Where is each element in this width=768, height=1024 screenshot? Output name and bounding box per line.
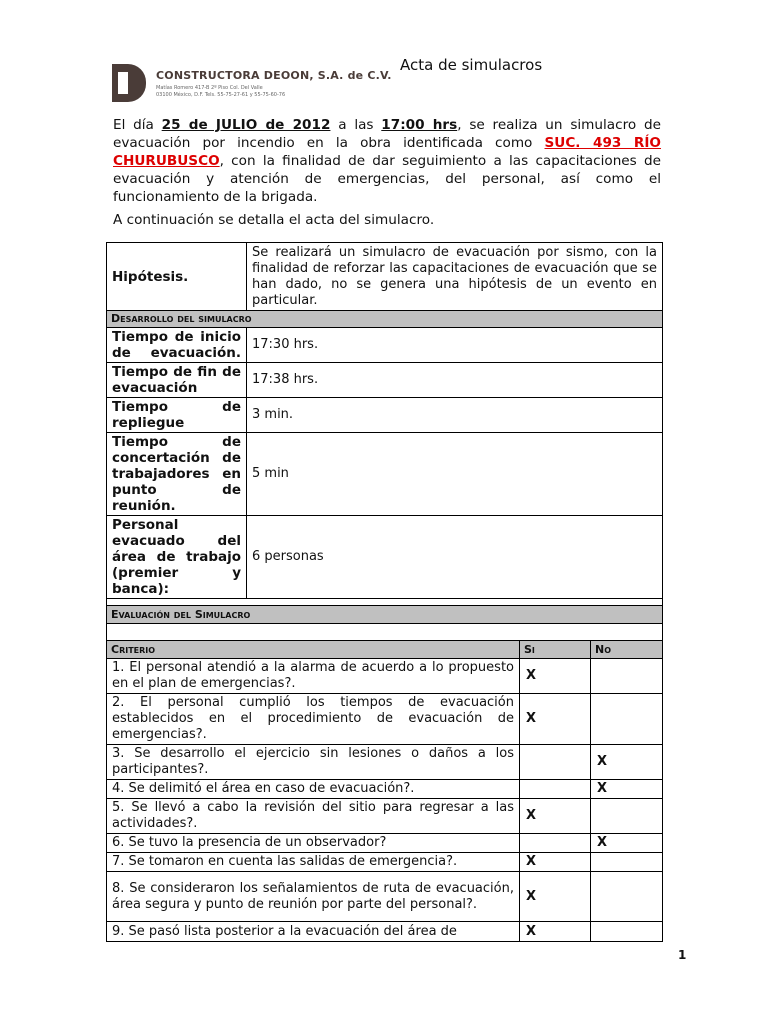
document-title: Acta de simulacros bbox=[400, 56, 543, 74]
criterion-row: 8. Se consideraron los señalamientos de … bbox=[106, 871, 663, 922]
si-mark bbox=[519, 833, 591, 853]
criterion-row: 2. El personal cumplió los tiempos de ev… bbox=[106, 693, 663, 745]
time: 17:00 hrs bbox=[381, 117, 458, 133]
row-value: 6 personas bbox=[246, 515, 663, 599]
logo-mark-icon bbox=[112, 64, 146, 102]
criterion-row: 3. Se desarrollo el ejercicio sin lesion… bbox=[106, 744, 663, 780]
page-number: 1 bbox=[678, 948, 687, 962]
no-mark: X bbox=[590, 779, 663, 799]
si-mark: X bbox=[519, 798, 591, 834]
criterion-text: 2. El personal cumplió los tiempos de ev… bbox=[106, 693, 520, 745]
section-header: Desarrollo del simulacro bbox=[106, 310, 663, 328]
no-mark bbox=[590, 852, 663, 872]
simulation-table: Hipótesis. Se realizará un simulacro de e… bbox=[106, 242, 663, 616]
row-label: Tiempo de inicio de evacuación. bbox=[106, 327, 247, 363]
section-header: Evaluación del Simulacro bbox=[106, 605, 663, 624]
row-value: 17:38 hrs. bbox=[246, 362, 663, 398]
criterion-text: 7. Se tomaron en cuenta las salidas de e… bbox=[106, 852, 520, 872]
si-mark bbox=[519, 779, 591, 799]
criterion-row: 4. Se delimitó el área en caso de evacua… bbox=[106, 779, 663, 799]
header-no: No bbox=[590, 640, 663, 659]
criterion-text: 8. Se consideraron los señalamientos de … bbox=[106, 871, 520, 922]
criterion-row: 5. Se llevó a cabo la revisión del sitio… bbox=[106, 798, 663, 834]
criterion-row: 7. Se tomaron en cuenta las salidas de e… bbox=[106, 852, 663, 872]
evaluation-table: Evaluación del Simulacro Criterio Si No 1.… bbox=[106, 605, 663, 942]
company-name: CONSTRUCTORA DEOON, S.A. de C.V. bbox=[156, 69, 392, 82]
no-mark: X bbox=[590, 744, 663, 780]
si-mark bbox=[519, 744, 591, 780]
hypothesis-text: Se realizará un simulacro de evacuación … bbox=[246, 242, 663, 311]
date: 25 de JULIO de 2012 bbox=[161, 117, 331, 133]
row-label: Personal evacuado del área de trabajo (p… bbox=[106, 515, 247, 599]
header-criterio: Criterio bbox=[106, 640, 520, 659]
no-mark bbox=[590, 658, 663, 694]
intro-paragraph: El día 25 de JULIO de 2012 a las 17:00 h… bbox=[113, 117, 661, 205]
row-value: 3 min. bbox=[246, 397, 663, 433]
no-mark bbox=[590, 693, 663, 745]
row-label: Tiempo de repliegue bbox=[106, 397, 247, 433]
criterion-text: 4. Se delimitó el área en caso de evacua… bbox=[106, 779, 520, 799]
blank-row bbox=[106, 623, 663, 641]
site-name: SUC. 493 RÍO CHURUBUSCO bbox=[113, 135, 661, 169]
criterion-text: 3. Se desarrollo el ejercicio sin lesion… bbox=[106, 744, 520, 780]
criterion-row: 9. Se pasó lista posterior a la evacuaci… bbox=[106, 921, 663, 942]
si-mark: X bbox=[519, 693, 591, 745]
criterion-text: 6. Se tuvo la presencia de un observador… bbox=[106, 833, 520, 853]
criterion-text: 9. Se pasó lista posterior a la evacuaci… bbox=[106, 921, 520, 942]
no-mark bbox=[590, 921, 663, 942]
no-mark bbox=[590, 798, 663, 834]
si-mark: X bbox=[519, 852, 591, 872]
row-value: 5 min bbox=[246, 432, 663, 516]
criterion-row: 6. Se tuvo la presencia de un observador… bbox=[106, 833, 663, 853]
header-si: Si bbox=[519, 640, 591, 659]
address-line: Matías Romero 417-B 2º Piso Col. Del Val… bbox=[156, 85, 263, 91]
address-line: 03100 México, D.F. Tels. 55-75-27-61 y 5… bbox=[156, 92, 286, 98]
no-mark: X bbox=[590, 833, 663, 853]
criterion-text: 1. El personal atendió a la alarma de ac… bbox=[106, 658, 520, 694]
company-logo: CONSTRUCTORA DEOON, S.A. de C.V. Matías … bbox=[112, 64, 391, 104]
si-mark: X bbox=[519, 871, 591, 922]
hypothesis-label: Hipótesis. bbox=[106, 242, 247, 311]
row-label: Tiempo de fin de evacuación bbox=[106, 362, 247, 398]
si-mark: X bbox=[519, 658, 591, 694]
row-label: Tiempo de concertación de trabajadores e… bbox=[106, 432, 247, 516]
company-address: Matías Romero 417-B 2º Piso Col. Del Val… bbox=[156, 85, 285, 99]
criterion-row: 1. El personal atendió a la alarma de ac… bbox=[106, 658, 663, 694]
intro-note: A continuación se detalla el acta del si… bbox=[113, 212, 435, 228]
si-mark: X bbox=[519, 921, 591, 942]
no-mark bbox=[590, 871, 663, 922]
row-value: 17:30 hrs. bbox=[246, 327, 663, 363]
criterion-text: 5. Se llevó a cabo la revisión del sitio… bbox=[106, 798, 520, 834]
